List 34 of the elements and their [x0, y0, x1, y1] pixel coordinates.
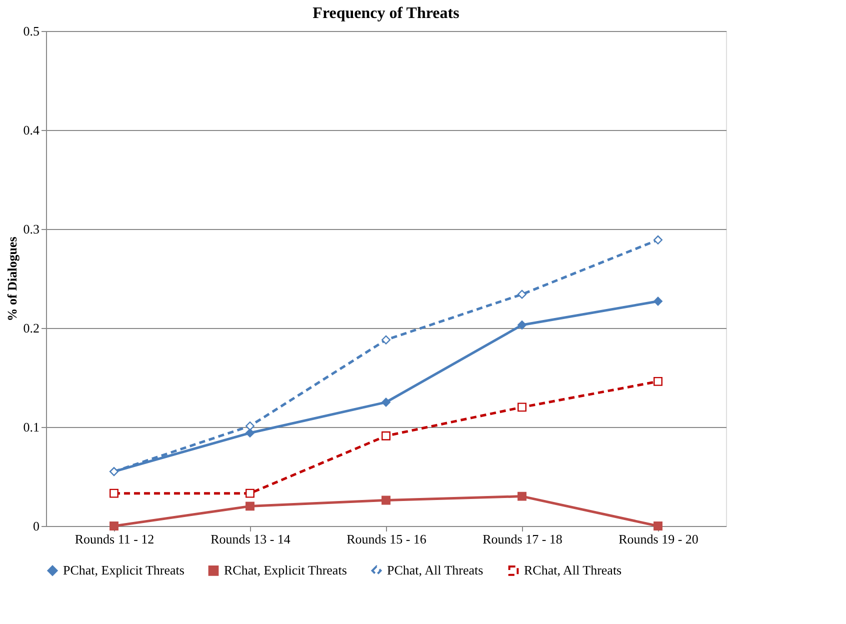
point — [246, 488, 254, 498]
y-tick-label: 0.3 — [23, 222, 40, 236]
legend-label: PChat, Explicit Threats — [63, 562, 184, 578]
x-tick-label: Rounds 17 - 18 — [482, 532, 562, 546]
point — [246, 422, 254, 430]
point — [654, 376, 662, 386]
x-tick-label: Rounds 15 - 16 — [346, 532, 427, 546]
x-tick-label: Rounds 19 - 20 — [618, 532, 698, 546]
chart-title: Frequency of Threats — [312, 5, 460, 22]
legend-label: RChat, Explicit Threats — [224, 562, 347, 578]
point — [654, 296, 662, 306]
y-axis-title: % of Dialogues — [4, 236, 20, 322]
y-tick-label: 0.5 — [23, 24, 40, 38]
y-tick-label: 0.1 — [23, 420, 40, 434]
point — [110, 522, 118, 530]
point — [518, 492, 526, 501]
point — [518, 290, 526, 299]
point — [382, 431, 390, 440]
point — [382, 335, 390, 344]
point — [654, 522, 662, 530]
point — [382, 398, 390, 407]
y-tick-label: 0.4 — [23, 122, 40, 138]
legend-label: RChat, All Threats — [524, 562, 622, 578]
y-tick-label: 0 — [33, 518, 40, 534]
point — [110, 488, 118, 498]
y-tick-label: 0.2 — [23, 320, 40, 336]
legend-label: PChat, All Threats — [387, 562, 484, 578]
point — [246, 502, 254, 511]
point — [382, 496, 390, 505]
point — [654, 235, 662, 244]
x-tick-label: Rounds 11 - 12 — [74, 532, 154, 546]
x-tick-label: Rounds 13 - 14 — [210, 532, 291, 546]
point — [518, 320, 526, 330]
point — [518, 402, 526, 412]
